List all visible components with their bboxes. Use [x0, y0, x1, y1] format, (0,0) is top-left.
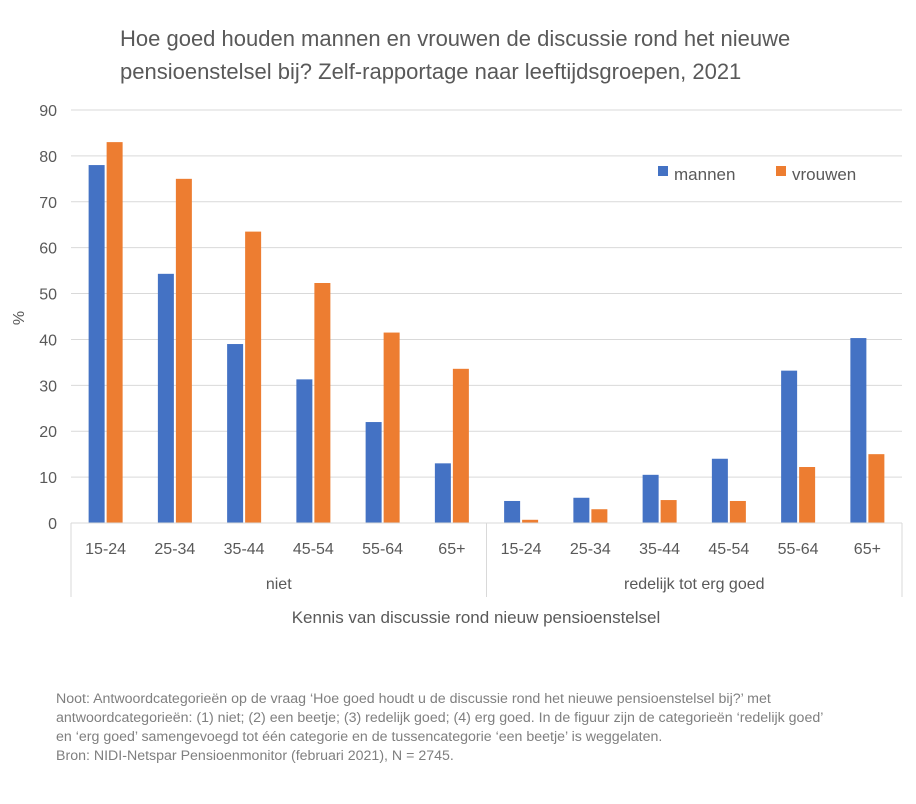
bar-vrouwen-5	[383, 332, 400, 523]
bar-vrouwen-1	[106, 142, 123, 523]
chart-note: Noot: Antwoordcategorieën op de vraag ‘H…	[56, 690, 906, 766]
bar-mannen-8	[573, 497, 590, 523]
y-tick-label: 60	[39, 241, 57, 258]
bar-vrouwen-3	[245, 231, 262, 523]
bar-vrouwen-7	[522, 519, 539, 523]
bar-mannen-1	[88, 165, 105, 524]
bar-mannen-3	[227, 344, 244, 523]
bar-vrouwen-11	[799, 467, 816, 523]
chart-title: Hoe goed houden mannen en vrouwen de dis…	[120, 26, 791, 84]
bar-vrouwen-8	[591, 509, 608, 523]
note-line: en ‘erg goed’ samengevoegd tot één categ…	[56, 729, 663, 745]
x-tick-label: 25-34	[570, 541, 611, 558]
x-tick-label: 35-44	[224, 541, 265, 558]
legend-label-vrouwen: vrouwen	[792, 165, 856, 184]
x-tick-label: 15-24	[501, 541, 542, 558]
y-tick-label: 30	[39, 378, 57, 395]
legend-swatch-mannen	[658, 166, 668, 176]
y-tick-label: 90	[39, 103, 57, 120]
bar-mannen-9	[642, 474, 659, 523]
bars	[88, 142, 885, 524]
bar-mannen-6	[434, 463, 451, 523]
group-label: redelijk tot erg goed	[624, 576, 765, 593]
bar-mannen-12	[850, 338, 867, 523]
x-tick-label: 65+	[854, 541, 881, 558]
y-tick-label: 40	[39, 332, 57, 349]
bar-chart: 0 10 20 30 40 50 60 70 80 90 % 15-24 25-34 35-44 45-…	[11, 103, 903, 627]
x-tick-label: 55-64	[362, 541, 403, 558]
group-label: niet	[266, 576, 292, 593]
x-tick-label: 55-64	[778, 541, 819, 558]
y-axis-ticks: 0 10 20 30 40 50 60 70 80 90	[39, 103, 57, 533]
bar-vrouwen-10	[729, 500, 746, 523]
bar-mannen-10	[711, 458, 728, 523]
bar-vrouwen-12	[868, 454, 885, 523]
gridlines	[71, 109, 902, 478]
note-line: antwoordcategorieën: (1) niet; (2) een b…	[56, 710, 824, 726]
y-tick-label: 70	[39, 195, 57, 212]
y-tick-label: 20	[39, 424, 57, 441]
x-axis-label: Kennis van discussie rond nieuw pensioen…	[292, 608, 661, 627]
y-tick-label: 10	[39, 470, 57, 487]
bar-vrouwen-4	[314, 283, 331, 523]
y-tick-label: 50	[39, 287, 57, 304]
legend: mannen vrouwen	[658, 165, 856, 184]
y-tick-label: 80	[39, 149, 57, 166]
bar-mannen-4	[296, 379, 313, 523]
x-tick-label: 65+	[438, 541, 465, 558]
bar-vrouwen-9	[660, 500, 677, 523]
bar-mannen-11	[781, 370, 798, 523]
bar-mannen-7	[504, 500, 521, 523]
x-tick-label: 45-54	[708, 541, 749, 558]
note-line: Bron: NIDI-Netspar Pensioenmonitor (febr…	[56, 748, 454, 764]
legend-label-mannen: mannen	[674, 165, 735, 184]
y-axis-label: %	[11, 311, 28, 325]
x-tick-label: 15-24	[85, 541, 126, 558]
bar-vrouwen-2	[175, 178, 192, 524]
x-tick-label: 25-34	[154, 541, 195, 558]
bar-mannen-2	[157, 273, 174, 523]
x-tick-label: 35-44	[639, 541, 680, 558]
legend-swatch-vrouwen	[776, 166, 786, 176]
note-line: Noot: Antwoordcategorieën op de vraag ‘H…	[56, 691, 771, 707]
bar-vrouwen-6	[452, 368, 469, 523]
x-axis: 15-24 25-34 35-44 45-54 55-64 65+ 15-24 25-34 35…	[70, 522, 903, 597]
bar-mannen-5	[365, 422, 382, 523]
y-tick-label: 0	[48, 516, 57, 533]
x-tick-label: 45-54	[293, 541, 334, 558]
